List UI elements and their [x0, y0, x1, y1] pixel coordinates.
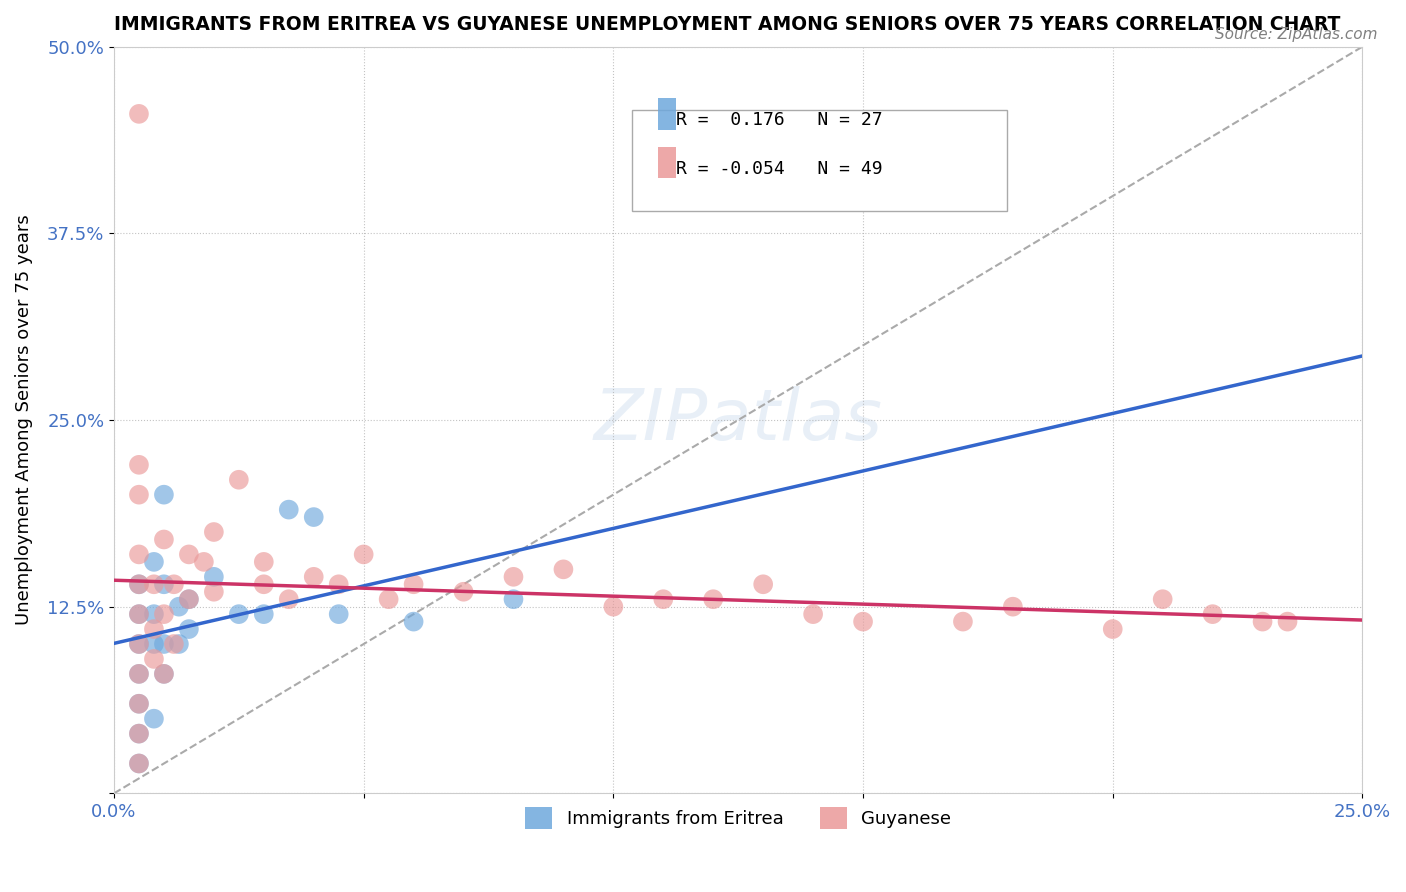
Point: [177, 592, 200, 607]
Point: [142, 622, 165, 636]
Text: R = -0.054   N = 49: R = -0.054 N = 49: [676, 160, 883, 178]
Point: [153, 666, 176, 681]
Point: [128, 577, 150, 591]
Point: [142, 652, 165, 666]
Point: [128, 548, 150, 562]
Point: [253, 555, 276, 569]
Point: [453, 584, 475, 599]
Point: [202, 570, 225, 584]
Point: [163, 637, 186, 651]
Point: [328, 607, 350, 622]
Point: [1277, 615, 1299, 629]
Point: [328, 577, 350, 591]
Point: [128, 637, 150, 651]
Point: [1001, 599, 1024, 614]
Point: [153, 637, 176, 651]
Point: [142, 712, 165, 726]
FancyBboxPatch shape: [658, 98, 676, 129]
Point: [228, 473, 250, 487]
Point: [128, 726, 150, 740]
Point: [128, 637, 150, 651]
Point: [177, 548, 200, 562]
Point: [1101, 622, 1123, 636]
Point: [353, 548, 375, 562]
Point: [142, 577, 165, 591]
Point: [302, 570, 325, 584]
Text: ZIPatlas: ZIPatlas: [593, 385, 883, 455]
Point: [128, 726, 150, 740]
Point: [153, 607, 176, 622]
Point: [1251, 615, 1274, 629]
Point: [128, 607, 150, 622]
Point: [277, 592, 299, 607]
Point: [752, 577, 775, 591]
Point: [402, 577, 425, 591]
Point: [153, 577, 176, 591]
Point: [142, 555, 165, 569]
Y-axis label: Unemployment Among Seniors over 75 years: Unemployment Among Seniors over 75 years: [15, 215, 32, 625]
Point: [153, 533, 176, 547]
Point: [402, 615, 425, 629]
FancyBboxPatch shape: [658, 146, 676, 178]
Point: [202, 524, 225, 539]
Point: [128, 666, 150, 681]
Point: [167, 599, 190, 614]
Point: [602, 599, 624, 614]
Point: [128, 607, 150, 622]
Point: [128, 107, 150, 121]
Point: [128, 697, 150, 711]
Legend: Immigrants from Eritrea, Guyanese: Immigrants from Eritrea, Guyanese: [517, 800, 959, 837]
Text: Source: ZipAtlas.com: Source: ZipAtlas.com: [1215, 27, 1378, 42]
Point: [128, 488, 150, 502]
Point: [852, 615, 875, 629]
Point: [253, 607, 276, 622]
Point: [553, 562, 575, 576]
Point: [193, 555, 215, 569]
Point: [142, 637, 165, 651]
Point: [163, 577, 186, 591]
Point: [652, 592, 675, 607]
Point: [202, 584, 225, 599]
Point: [167, 637, 190, 651]
Point: [128, 666, 150, 681]
Point: [142, 607, 165, 622]
Point: [952, 615, 974, 629]
Point: [228, 607, 250, 622]
Point: [502, 592, 524, 607]
Point: [253, 577, 276, 591]
Point: [177, 622, 200, 636]
Point: [1201, 607, 1223, 622]
FancyBboxPatch shape: [633, 110, 1007, 211]
Point: [128, 756, 150, 771]
Point: [277, 502, 299, 516]
Text: R =  0.176   N = 27: R = 0.176 N = 27: [676, 112, 883, 129]
Point: [128, 756, 150, 771]
Point: [177, 592, 200, 607]
Point: [153, 666, 176, 681]
Point: [302, 510, 325, 524]
Point: [153, 488, 176, 502]
Point: [128, 458, 150, 472]
Point: [1152, 592, 1174, 607]
Point: [801, 607, 824, 622]
Point: [702, 592, 724, 607]
Point: [128, 697, 150, 711]
Text: IMMIGRANTS FROM ERITREA VS GUYANESE UNEMPLOYMENT AMONG SENIORS OVER 75 YEARS COR: IMMIGRANTS FROM ERITREA VS GUYANESE UNEM…: [114, 15, 1340, 34]
Point: [128, 577, 150, 591]
Point: [377, 592, 399, 607]
Point: [502, 570, 524, 584]
